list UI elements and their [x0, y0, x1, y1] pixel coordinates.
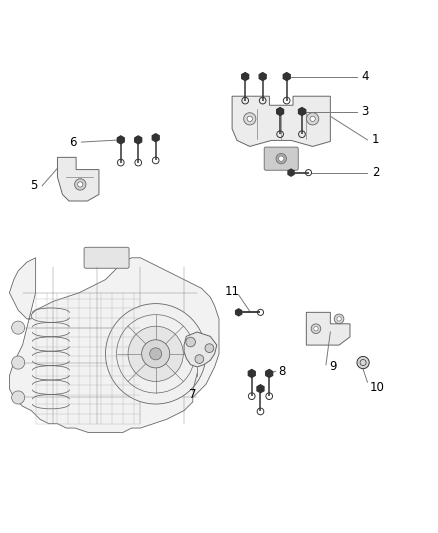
Text: 10: 10	[370, 381, 385, 394]
Polygon shape	[236, 309, 242, 316]
Polygon shape	[288, 169, 294, 176]
FancyBboxPatch shape	[264, 147, 298, 170]
Polygon shape	[152, 134, 159, 142]
Polygon shape	[259, 72, 266, 80]
Text: 2: 2	[372, 166, 379, 179]
Text: 6: 6	[70, 135, 77, 149]
Polygon shape	[117, 136, 124, 144]
Text: 4: 4	[361, 70, 368, 83]
Circle shape	[311, 324, 321, 334]
Text: 3: 3	[361, 105, 368, 118]
Circle shape	[244, 112, 256, 125]
Circle shape	[357, 357, 369, 369]
Polygon shape	[242, 72, 249, 80]
Circle shape	[12, 356, 25, 369]
Polygon shape	[283, 72, 290, 80]
Polygon shape	[257, 385, 264, 393]
Polygon shape	[277, 108, 283, 116]
Circle shape	[307, 112, 319, 125]
Circle shape	[310, 116, 315, 122]
Circle shape	[12, 391, 25, 404]
Text: 5: 5	[30, 179, 38, 192]
Circle shape	[247, 116, 252, 122]
Circle shape	[205, 344, 214, 352]
Circle shape	[78, 182, 83, 187]
Polygon shape	[299, 108, 305, 116]
Circle shape	[334, 314, 344, 324]
Circle shape	[150, 348, 162, 360]
Polygon shape	[57, 157, 99, 201]
Circle shape	[276, 154, 286, 164]
Circle shape	[106, 304, 206, 404]
Circle shape	[74, 179, 86, 190]
Polygon shape	[248, 369, 255, 377]
Text: 7: 7	[189, 388, 197, 401]
Circle shape	[186, 337, 195, 347]
Circle shape	[128, 326, 184, 382]
Polygon shape	[306, 312, 350, 345]
Circle shape	[337, 317, 341, 321]
Circle shape	[314, 327, 318, 331]
Polygon shape	[232, 96, 330, 147]
Text: 8: 8	[278, 365, 285, 378]
Text: 9: 9	[329, 360, 337, 374]
Polygon shape	[10, 258, 219, 432]
Text: 1: 1	[372, 133, 379, 147]
Circle shape	[141, 340, 170, 368]
Circle shape	[279, 156, 284, 161]
Polygon shape	[135, 136, 141, 144]
Polygon shape	[184, 332, 217, 367]
Polygon shape	[266, 369, 272, 377]
Circle shape	[12, 321, 25, 334]
FancyBboxPatch shape	[84, 247, 129, 268]
Text: 11: 11	[225, 285, 240, 298]
Circle shape	[195, 354, 204, 364]
